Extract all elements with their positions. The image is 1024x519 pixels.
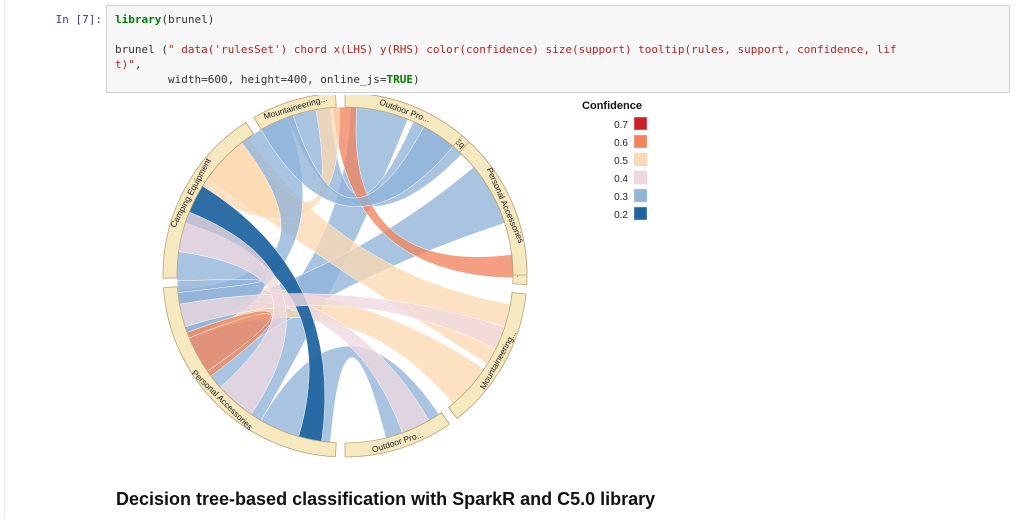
notebook-left-border (4, 0, 5, 519)
chord-segment-arc[interactable] (459, 141, 528, 276)
legend-label: 0.5 (614, 156, 628, 167)
legend-label: 0.7 (614, 120, 628, 131)
chord-chart-output[interactable]: Camping EquipmentGolf...Mountaineering..… (150, 92, 690, 465)
legend-label: 0.3 (614, 192, 628, 203)
code-close-paren: ) (413, 73, 420, 86)
code-brunel-comma: , (134, 58, 142, 71)
section-heading: Decision tree-based classification with … (116, 489, 656, 509)
legend-swatch (633, 170, 648, 185)
legend-label: 0.2 (614, 210, 628, 221)
chord-segment-arc[interactable] (447, 292, 527, 419)
cell-prompt: In [7]: (55, 13, 102, 26)
chord-segment-arc[interactable] (163, 286, 337, 458)
chord-segment-arc[interactable] (344, 412, 450, 458)
code-library-fn: library (115, 13, 162, 26)
legend-swatch (633, 206, 648, 221)
legend-swatch (633, 188, 648, 203)
chord-segment-arc[interactable] (162, 121, 255, 279)
legend-label: 0.6 (614, 138, 628, 149)
code-library-arg: (brunel) (161, 13, 215, 26)
code-brunel-options: width=600, height=400, online_js= (115, 73, 387, 86)
legend-swatch (633, 152, 648, 167)
code-input[interactable]: library(brunel) brunel (" data('rulesSet… (106, 5, 1010, 93)
code-brunel-string-cont: t)" (115, 58, 135, 71)
legend-title: Confidence (582, 100, 642, 112)
chord-segment-arc[interactable] (344, 92, 463, 147)
code-brunel-call: brunel ( (115, 43, 168, 56)
legend-swatch (633, 116, 648, 131)
legend-label: 0.4 (614, 174, 628, 185)
chord-segment-arc[interactable] (253, 92, 337, 131)
legend-swatch (633, 134, 648, 149)
chord-chart[interactable]: Camping EquipmentGolf...Mountaineering..… (150, 92, 690, 465)
code-brunel-string: " data('rulesSet') chord x(LHS) y(RHS) c… (167, 43, 897, 56)
code-true-keyword: TRUE (386, 73, 414, 86)
